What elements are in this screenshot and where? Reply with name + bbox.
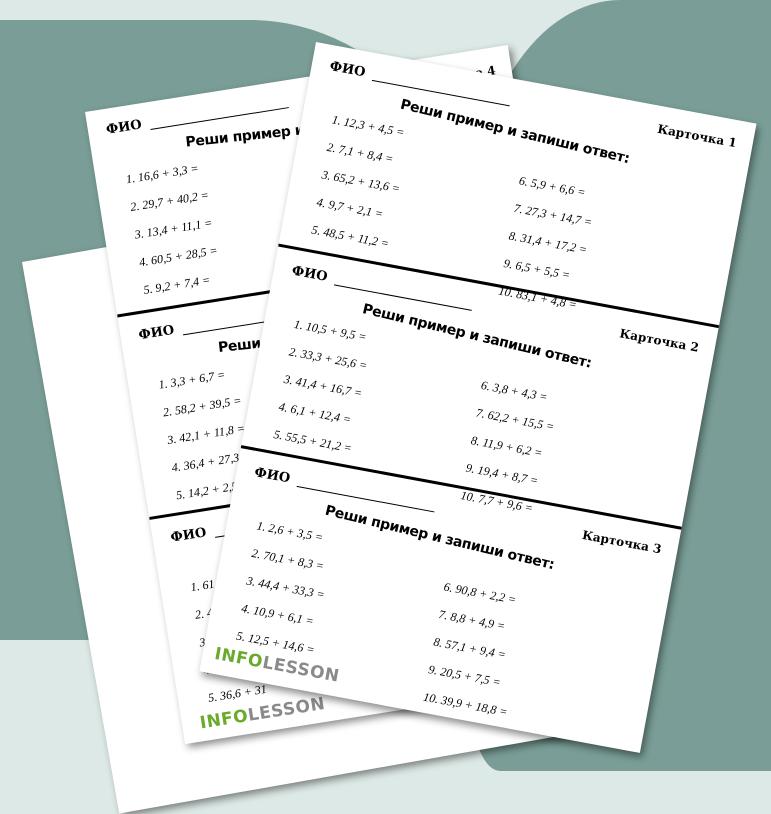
math-problem: 4. 9,7 + 2,1 = [315,194,385,221]
math-problem: 4. 60,5 + 28,5 = [138,243,219,270]
math-problem: 1. 12,3 + 4,5 = [330,112,406,140]
fio-underline [371,79,510,107]
math-problem: 2. 7,1 + 8,4 = [325,139,395,166]
math-problem: 3. 44,4 + 33,3 = [245,573,326,602]
card-number-label: Карточка 3 [581,527,663,557]
math-problem: 2. 58,2 + 39,5 = [161,393,243,420]
card-title: Реши пример и запиши ответ: [323,502,556,574]
math-problem: 1. 3,3 + 6,7 = [157,367,227,392]
card-title: Реши пример и запиши ответ: [398,96,631,168]
math-problem: 2. 33,3 + 25,6 = [287,344,369,373]
fio-underline [333,284,472,311]
math-problem: 9. 19,4 + 8,7 = [464,460,540,488]
math-problem: 1. 16,6 + 3,3 = [124,161,200,187]
math-problem: 3. 13,4 + 11,1 = [133,215,214,242]
math-problem: 5. 48,5 + 11,2 = [310,222,391,251]
math-problem: 6. 5,9 + 6,6 = [517,173,587,200]
math-problem: 4. 6,1 + 12,4 = [277,399,353,427]
math-problem: 2. 29,7 + 40,2 = [129,187,210,214]
math-problem: 8. 11,9 + 6,2 = [469,433,544,460]
math-problem: 5. 9,2 + 7,4 = [142,272,212,297]
math-problem: 3. 42,1 + 11,8 = [166,420,246,448]
math-problem: 3. 41,4 + 16,7 = [282,371,364,401]
math-problem: 4. 10,9 + 6,1 = [240,601,315,629]
fio-underline [296,485,435,513]
math-problem: 9. 20,5 + 7,5 = [427,662,502,690]
fio-label: ФИО [290,263,329,285]
card-number-label: Карточка 2 [618,326,700,355]
math-problem: 2. 70,1 + 8,3 = [250,545,326,574]
math-problem: 6. 90,8 + 2,2 = [442,579,518,607]
math-problem: 6. 3,8 + 4,3 = [480,377,549,404]
math-problem: 8. 31,4 + 17,2 = [507,228,589,257]
card-number-label: Карточка 1 [656,121,738,151]
math-problem: 5. 36,6 + 31 [207,681,268,705]
math-problem: 5. 55,5 + 21,2 = [272,427,354,456]
math-problem: 3. 65,2 + 13,6 = [320,167,402,196]
fio-label: ФИО [137,322,176,344]
math-problem: 8. 57,1 + 9,4 = [432,634,507,662]
math-problem: 9. 6,5 + 5,5 = [502,256,572,283]
fio-label: ФИО [328,59,367,81]
fio-label: ФИО [169,525,208,546]
math-problem: 7. 8,8 + 4,9 = [437,607,507,634]
math-problem: 1. 2,6 + 3,5 = [255,518,325,545]
card-title: Реши пример и запиши ответ: [360,301,594,372]
math-problem: 7. 62,2 + 15,5 = [474,405,556,434]
math-problem: 1. 10,5 + 9,5 = [293,316,368,344]
fio-label: ФИО [253,465,292,487]
fio-label: ФИО [104,117,143,138]
math-problem: 7. 27,3 + 14,7 = [512,200,594,230]
